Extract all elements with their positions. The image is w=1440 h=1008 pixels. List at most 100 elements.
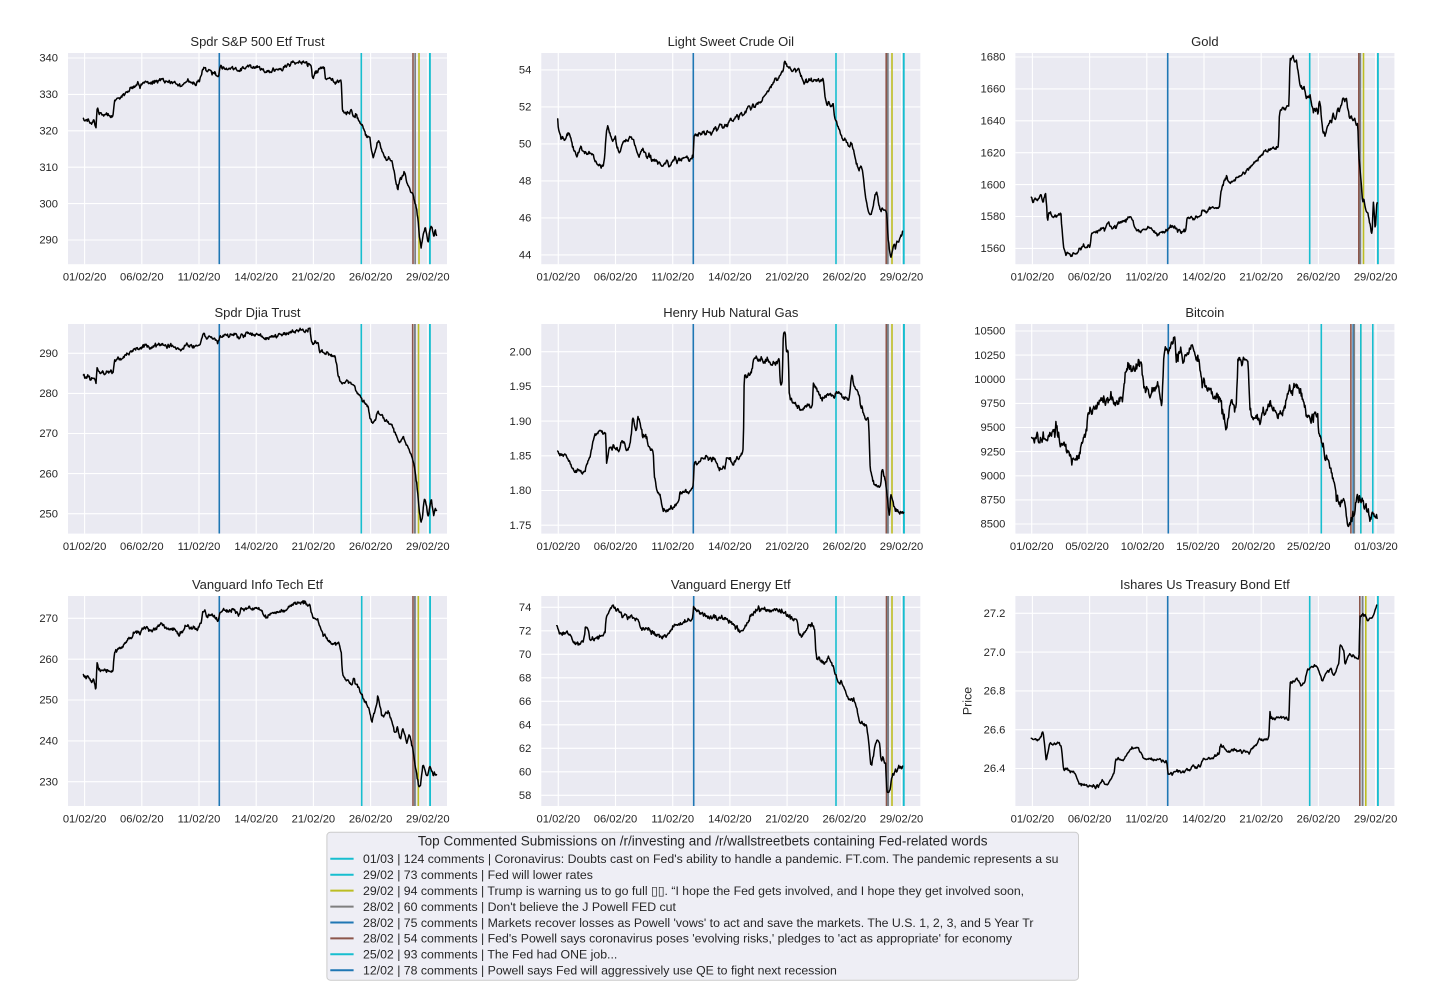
- svg-text:14/02/20: 14/02/20: [708, 814, 752, 826]
- svg-text:27.0: 27.0: [984, 647, 1006, 659]
- svg-text:11/02/20: 11/02/20: [1125, 272, 1168, 284]
- svg-text:29/02/20: 29/02/20: [406, 814, 450, 826]
- svg-text:Spdr Djia Trust: Spdr Djia Trust: [215, 305, 301, 320]
- svg-text:250: 250: [39, 695, 58, 707]
- svg-text:1580: 1580: [981, 211, 1006, 223]
- svg-text:29/02/20: 29/02/20: [880, 541, 924, 553]
- svg-text:14/02/20: 14/02/20: [1182, 814, 1226, 826]
- svg-text:9500: 9500: [981, 422, 1006, 434]
- svg-text:20/02/20: 20/02/20: [1232, 541, 1276, 553]
- svg-text:01/02/20: 01/02/20: [63, 814, 107, 826]
- svg-text:01/02/20: 01/02/20: [537, 541, 581, 553]
- svg-text:1.95: 1.95: [510, 381, 532, 393]
- svg-text:14/02/20: 14/02/20: [234, 272, 278, 284]
- svg-text:64: 64: [519, 720, 531, 732]
- svg-text:29/02/20: 29/02/20: [406, 272, 450, 284]
- svg-text:Top Commented Submissions on /: Top Commented Submissions on /r/investin…: [418, 834, 988, 849]
- svg-text:21/02/20: 21/02/20: [292, 272, 336, 284]
- svg-text:250: 250: [39, 508, 58, 520]
- svg-text:340: 340: [39, 53, 58, 65]
- svg-text:25/02 | 93 comments | The Fed: 25/02 | 93 comments | The Fed had ONE jo…: [363, 948, 617, 962]
- svg-text:330: 330: [39, 89, 58, 101]
- svg-text:01/02/20: 01/02/20: [63, 541, 107, 553]
- svg-text:9250: 9250: [981, 446, 1006, 458]
- svg-text:11/02/20: 11/02/20: [651, 814, 694, 826]
- svg-text:50: 50: [519, 139, 531, 151]
- svg-text:01/02/20: 01/02/20: [63, 272, 107, 284]
- svg-text:8750: 8750: [981, 495, 1006, 507]
- svg-text:26/02/20: 26/02/20: [349, 814, 393, 826]
- svg-text:290: 290: [39, 348, 58, 360]
- svg-text:1600: 1600: [981, 179, 1006, 191]
- svg-text:11/02/20: 11/02/20: [178, 272, 221, 284]
- svg-text:230: 230: [39, 776, 58, 788]
- svg-text:06/02/20: 06/02/20: [1068, 272, 1112, 284]
- svg-text:21/02/20: 21/02/20: [765, 541, 809, 553]
- svg-text:26/02/20: 26/02/20: [823, 541, 867, 553]
- svg-text:310: 310: [39, 162, 58, 174]
- svg-text:26/02/20: 26/02/20: [1297, 814, 1341, 826]
- svg-text:26/02/20: 26/02/20: [823, 272, 867, 284]
- svg-text:290: 290: [39, 235, 58, 247]
- svg-text:29/02 | 94 comments | Trump is: 29/02 | 94 comments | Trump is warning u…: [363, 884, 1024, 898]
- svg-text:58: 58: [519, 790, 531, 802]
- svg-text:10500: 10500: [974, 326, 1005, 338]
- svg-text:Vanguard Info Tech Etf: Vanguard Info Tech Etf: [192, 577, 323, 592]
- svg-text:01/02/20: 01/02/20: [1010, 541, 1054, 553]
- svg-text:10000: 10000: [974, 374, 1005, 386]
- svg-text:Henry Hub Natural Gas: Henry Hub Natural Gas: [663, 305, 799, 320]
- svg-text:29/02/20: 29/02/20: [1354, 814, 1398, 826]
- svg-text:1660: 1660: [981, 84, 1006, 96]
- svg-text:74: 74: [519, 602, 531, 614]
- svg-text:Gold: Gold: [1191, 34, 1218, 49]
- svg-text:21/02/20: 21/02/20: [1239, 814, 1283, 826]
- svg-text:70: 70: [519, 649, 531, 661]
- svg-text:29/02/20: 29/02/20: [880, 272, 924, 284]
- svg-text:260: 260: [39, 654, 58, 666]
- svg-text:06/02/20: 06/02/20: [594, 272, 638, 284]
- svg-text:Price: Price: [960, 687, 974, 715]
- svg-text:21/02/20: 21/02/20: [765, 814, 809, 826]
- svg-text:01/02/20: 01/02/20: [1011, 272, 1055, 284]
- svg-text:29/02 | 73 comments | Fed will: 29/02 | 73 comments | Fed will lower rat…: [363, 868, 593, 882]
- svg-text:26.4: 26.4: [984, 763, 1006, 775]
- svg-text:15/02/20: 15/02/20: [1176, 541, 1220, 553]
- svg-text:44: 44: [519, 250, 531, 262]
- svg-text:68: 68: [519, 673, 531, 685]
- svg-text:29/02/20: 29/02/20: [406, 541, 450, 553]
- svg-text:14/02/20: 14/02/20: [708, 541, 752, 553]
- svg-text:26.6: 26.6: [984, 724, 1006, 736]
- svg-text:1.75: 1.75: [510, 520, 532, 532]
- svg-text:11/02/20: 11/02/20: [1125, 814, 1168, 826]
- svg-text:21/02/20: 21/02/20: [292, 541, 336, 553]
- svg-text:26.8: 26.8: [984, 686, 1006, 698]
- svg-text:06/02/20: 06/02/20: [120, 272, 164, 284]
- svg-text:27.2: 27.2: [984, 608, 1006, 620]
- svg-text:21/02/20: 21/02/20: [1239, 272, 1283, 284]
- svg-text:01/03/20: 01/03/20: [1354, 541, 1398, 553]
- svg-text:01/02/20: 01/02/20: [1011, 814, 1055, 826]
- svg-text:1.85: 1.85: [510, 451, 532, 463]
- svg-text:06/02/20: 06/02/20: [1068, 814, 1112, 826]
- svg-text:1680: 1680: [981, 52, 1006, 64]
- svg-text:25/02/20: 25/02/20: [1287, 541, 1331, 553]
- svg-text:1.90: 1.90: [510, 416, 532, 428]
- svg-text:46: 46: [519, 213, 531, 225]
- svg-text:9750: 9750: [981, 398, 1006, 410]
- svg-text:06/02/20: 06/02/20: [120, 541, 164, 553]
- svg-text:26/02/20: 26/02/20: [1297, 272, 1341, 284]
- svg-text:10/02/20: 10/02/20: [1121, 541, 1165, 553]
- svg-text:52: 52: [519, 102, 531, 114]
- svg-text:320: 320: [39, 126, 58, 138]
- svg-text:14/02/20: 14/02/20: [1182, 272, 1226, 284]
- svg-text:01/03 | 124 comments | Coronav: 01/03 | 124 comments | Coronavirus: Doub…: [363, 852, 1059, 866]
- svg-text:66: 66: [519, 696, 531, 708]
- svg-text:8500: 8500: [981, 519, 1006, 531]
- svg-text:14/02/20: 14/02/20: [234, 541, 278, 553]
- svg-text:300: 300: [39, 198, 58, 210]
- svg-text:72: 72: [519, 626, 531, 638]
- svg-text:29/02/20: 29/02/20: [1354, 272, 1398, 284]
- svg-text:1640: 1640: [981, 116, 1006, 128]
- svg-text:26/02/20: 26/02/20: [349, 272, 393, 284]
- svg-text:270: 270: [39, 613, 58, 625]
